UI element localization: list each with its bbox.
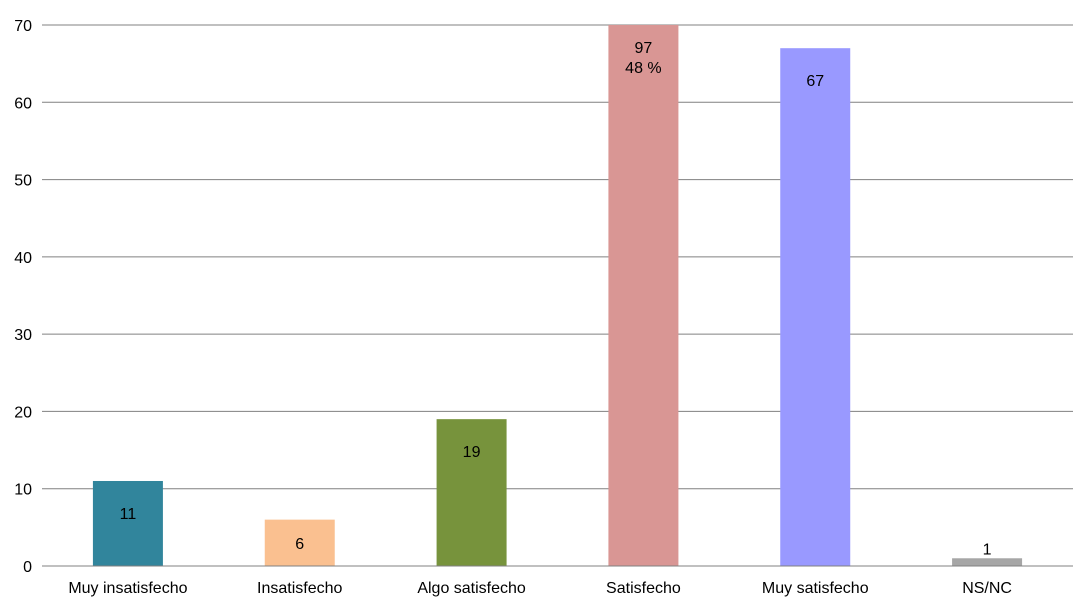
y-tick-label: 50	[14, 173, 32, 190]
data-label: 97	[635, 40, 653, 57]
x-category-label: Muy satisfecho	[762, 580, 869, 597]
x-axis-categories: Muy insatisfecho Insatisfecho Algo satisfe…	[68, 580, 1012, 597]
data-label: 1	[983, 541, 992, 558]
y-axis-ticks: 0 10 20 30 40 50 60 70	[14, 18, 32, 576]
x-category-label: Satisfecho	[606, 580, 681, 597]
y-tick-label: 40	[14, 250, 32, 267]
y-tick-label: 70	[14, 18, 32, 35]
x-category-label: Insatisfecho	[257, 580, 342, 597]
bars	[92, 25, 1023, 566]
data-label: 67	[806, 73, 824, 90]
y-tick-label: 20	[14, 404, 32, 421]
data-label: 19	[463, 444, 481, 461]
y-tick-label: 10	[14, 482, 32, 499]
bar	[608, 25, 679, 566]
bar	[952, 558, 1023, 566]
data-label: 11	[120, 506, 137, 523]
y-tick-label: 30	[14, 327, 32, 344]
y-tick-label: 60	[14, 95, 32, 112]
bar	[780, 48, 851, 566]
bar	[436, 419, 507, 566]
gridlines	[42, 24, 1073, 490]
data-labels: 11 6 19 97 48 % 67 1	[120, 40, 992, 558]
data-label: 6	[295, 536, 304, 553]
x-category-label: NS/NC	[962, 580, 1012, 597]
y-tick-label: 0	[23, 559, 32, 576]
data-label: 48 %	[625, 60, 661, 77]
bar	[264, 519, 335, 566]
bar	[92, 480, 163, 566]
x-category-label: Algo satisfecho	[417, 580, 526, 597]
x-category-label: Muy insatisfecho	[68, 580, 187, 597]
